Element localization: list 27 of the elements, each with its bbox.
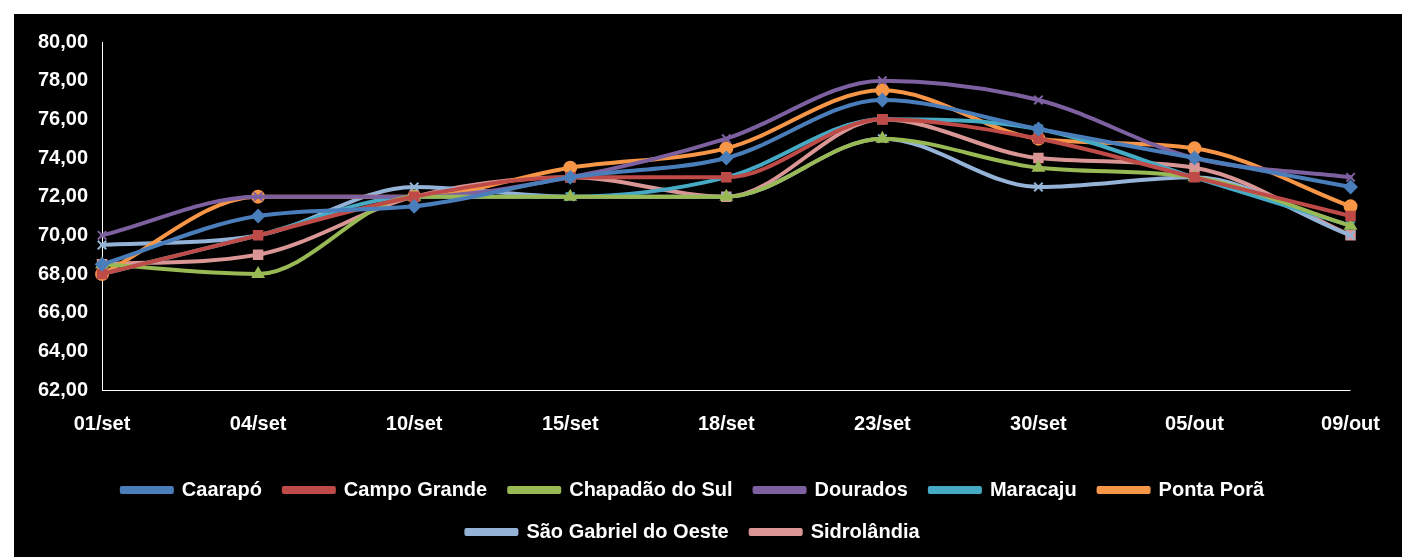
y-tick-label: 66,00 xyxy=(37,300,89,323)
legend-label: Sidrolândia xyxy=(810,519,921,542)
y-tick-label: 76,00 xyxy=(37,106,89,129)
x-tick-label: 05/out xyxy=(1165,411,1225,434)
y-tick-label: 80,00 xyxy=(37,29,89,52)
x-tick-label: 04/set xyxy=(229,411,287,434)
x-tick-label: 30/set xyxy=(1010,411,1068,434)
x-tick-label: 09/out xyxy=(1321,411,1381,434)
legend-label: Dourados xyxy=(814,477,908,500)
x-tick-label: 01/set xyxy=(73,411,131,434)
x-tick-label: 23/set xyxy=(854,411,912,434)
x-tick-label: 10/set xyxy=(385,411,443,434)
x-tick-label: 15/set xyxy=(541,411,599,434)
legend-label: Caarapó xyxy=(181,477,262,500)
y-tick-label: 74,00 xyxy=(37,145,89,168)
x-tick-label: 18/set xyxy=(697,411,755,434)
y-tick-label: 70,00 xyxy=(37,222,89,245)
y-tick-label: 64,00 xyxy=(37,338,89,361)
legend-label: Chapadão do Sul xyxy=(569,477,733,500)
legend-label: São Gabriel do Oeste xyxy=(526,519,729,542)
legend-label: Maracaju xyxy=(989,477,1077,500)
y-tick-label: 72,00 xyxy=(37,184,89,207)
legend-label: Campo Grande xyxy=(343,477,488,500)
y-tick-label: 62,00 xyxy=(37,377,89,400)
y-tick-label: 78,00 xyxy=(37,68,89,91)
legend-label: Ponta Porã xyxy=(1158,477,1266,500)
y-tick-label: 68,00 xyxy=(37,261,89,284)
